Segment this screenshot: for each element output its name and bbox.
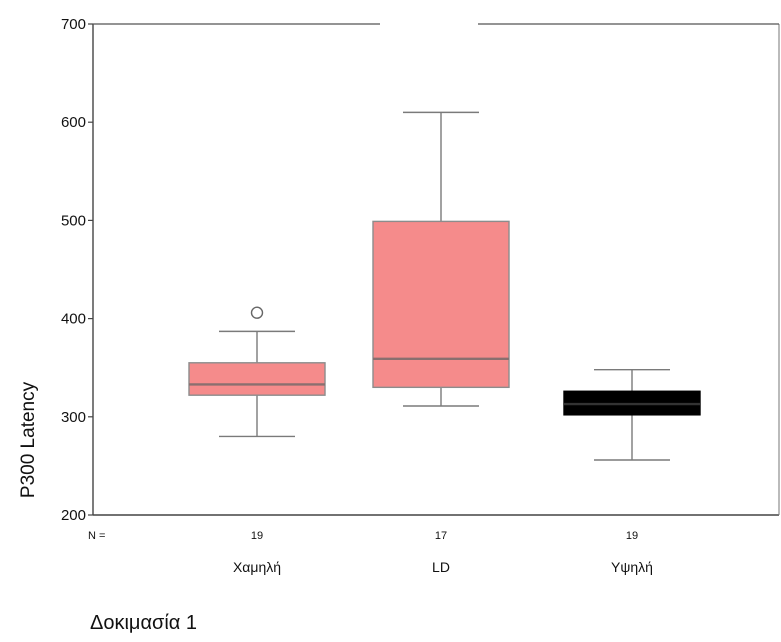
- outlier-point: [250, 306, 264, 319]
- plot-frame: [92, 23, 780, 516]
- y-tick-label: 400: [61, 311, 86, 328]
- box-iqr: [188, 362, 326, 396]
- box-iqr: [372, 220, 510, 389]
- boxes: [188, 111, 701, 461]
- y-tick-label: 200: [61, 507, 86, 524]
- footer-caption: Δοκιμασία 1: [90, 612, 197, 634]
- y-tick-label: 600: [61, 114, 86, 131]
- y-axis-label: P300 Latency: [18, 381, 39, 498]
- y-tick-label: 300: [61, 409, 86, 426]
- n-prefix-label: N =: [88, 530, 105, 542]
- n-count-label: 17: [435, 530, 447, 542]
- y-tick-label: 700: [61, 16, 86, 33]
- box-group: [188, 306, 326, 438]
- y-tick-label: 500: [61, 212, 86, 229]
- category-label: Χαμηλή: [233, 559, 281, 575]
- category-label: Υψηλή: [611, 559, 653, 575]
- box-group: [563, 368, 701, 461]
- n-count-label: 19: [626, 530, 638, 542]
- category-label: LD: [432, 559, 450, 575]
- n-count-label: 19: [251, 530, 263, 542]
- x-axis-labels: N = 19 Χαμηλή 17 LD 19 Υψηλή: [88, 530, 653, 575]
- y-axis-ticks: 200 300 400 500 600 700: [61, 16, 93, 524]
- box-group: [372, 111, 510, 407]
